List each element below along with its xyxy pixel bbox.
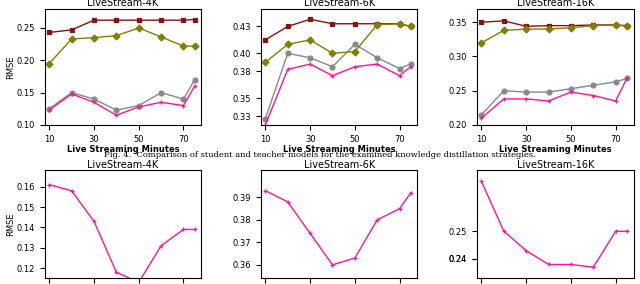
Title: LiveStream-6K: LiveStream-6K [303,160,375,170]
Legend: EGAD-T, DMTKG-T, EGAD-S, DMTKG-S: EGAD-T, DMTKG-T, EGAD-S, DMTKG-S [285,173,394,195]
Title: LiveStream-4K: LiveStream-4K [88,0,159,8]
X-axis label: Live Streaming Minutes: Live Streaming Minutes [499,145,612,154]
X-axis label: Live Streaming Minutes: Live Streaming Minutes [283,145,396,154]
Y-axis label: RMSE: RMSE [6,55,15,79]
Title: LiveStream-16K: LiveStream-16K [516,0,594,8]
Text: Fig. 4.  Comparison of student and teacher models for the examined knowledge dis: Fig. 4. Comparison of student and teache… [104,151,536,159]
Title: LiveStream-4K: LiveStream-4K [88,160,159,170]
Legend: EGAD-T, DMTKG-T, EGAD-S, DMTKG-S: EGAD-T, DMTKG-T, EGAD-S, DMTKG-S [69,173,177,195]
Y-axis label: RMSE: RMSE [6,212,15,236]
X-axis label: Live Streaming Minutes: Live Streaming Minutes [67,145,179,154]
Legend: EGAD-T, DMTKG-T, EGAD-S, DMTKG-S: EGAD-T, DMTKG-T, EGAD-S, DMTKG-S [501,173,609,195]
Title: LiveStream-6K: LiveStream-6K [303,0,375,8]
Title: LiveStream-16K: LiveStream-16K [516,160,594,170]
